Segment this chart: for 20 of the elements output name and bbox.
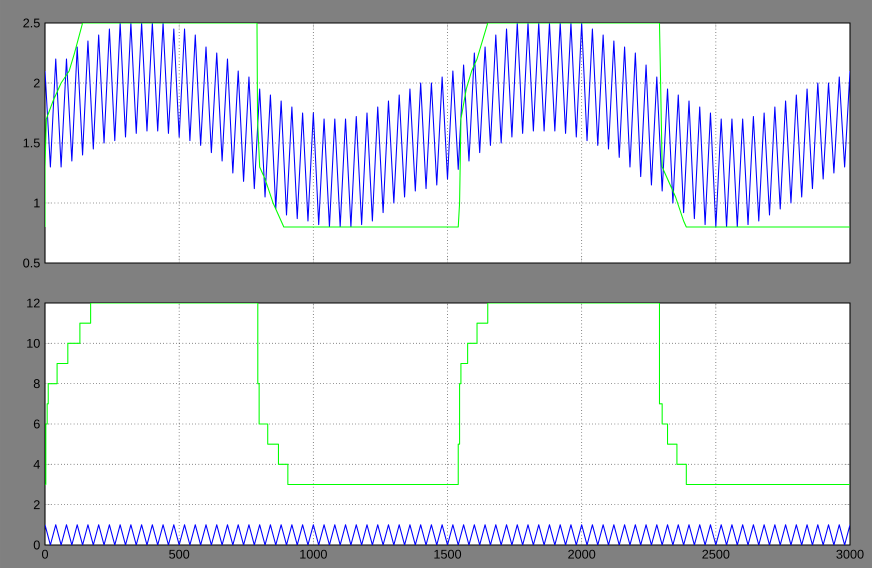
x-tick-label: 0: [42, 550, 48, 559]
y-tick-label: 0.5: [23, 258, 40, 268]
x-tick-label: 2000: [568, 550, 596, 559]
x-tick-label: 1500: [434, 550, 462, 559]
y-tick-label: 1.5: [24, 138, 40, 148]
y-tick-label: 2: [34, 500, 40, 510]
y-tick-label: 8: [34, 379, 40, 388]
y-tick-label: 1: [34, 198, 40, 208]
y-tick-label: 4: [34, 460, 40, 469]
y-tick-label: 2: [34, 78, 40, 88]
y-tick-label: 2.5: [23, 18, 40, 28]
line-series: [45, 22, 850, 228]
y-tick-label: 12: [27, 298, 40, 308]
x-tick-label: 2500: [702, 550, 730, 559]
y-tick-label: 0: [34, 540, 40, 550]
x-tick-label: 1000: [300, 550, 327, 559]
x-tick-label: 500: [169, 550, 190, 559]
y-tick-label: 6: [34, 420, 40, 428]
x-tick-label: 3000: [836, 550, 864, 559]
y-tick-label: 10: [27, 338, 40, 348]
